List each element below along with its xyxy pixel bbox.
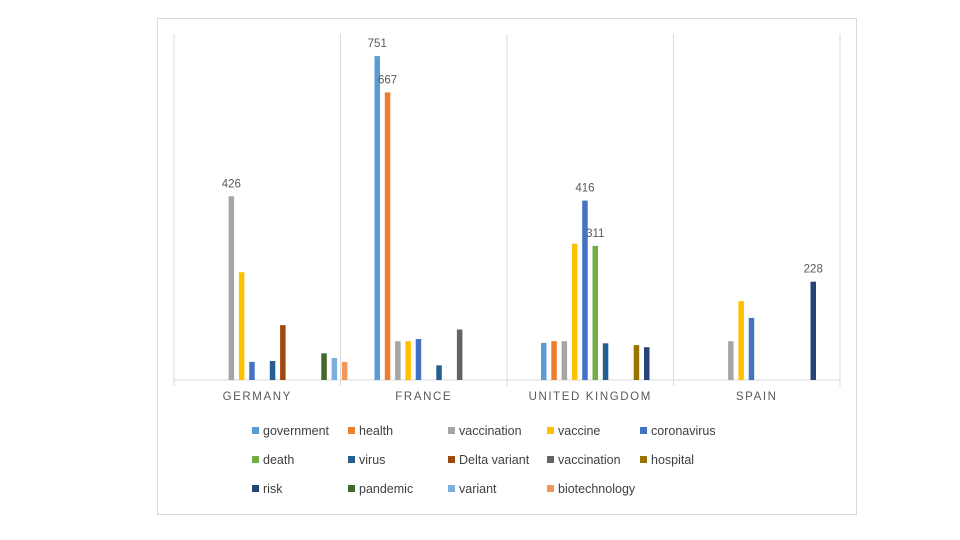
legend-item: vaccination [547,453,621,471]
legend-label: biotechnology [558,482,636,496]
bar-united-kingdom-virus [602,343,609,380]
legend-item: vaccination [448,424,522,442]
bar-united-kingdom-vaccination [561,341,568,380]
data-label: 416 [575,183,594,195]
bar-germany-delta-variant [280,325,286,380]
category-label: UNITED KINGDOM [529,391,652,403]
legend-item: risk [252,482,282,500]
bar-spain-vaccination [728,341,734,380]
legend-item: Delta variant [448,453,529,471]
legend-item: health [348,424,393,442]
bar-germany-virus [269,361,276,380]
legend-label: virus [359,453,386,467]
bar-germany-pandemic [321,353,327,380]
legend-label: government [263,424,330,438]
bar-france-vaccine [405,341,411,380]
category-label: FRANCE [395,391,452,403]
bar-france-coronavirus [415,339,422,380]
bar-germany-biotechnology [341,361,348,380]
data-label: 426 [222,178,241,190]
legend-label: vaccination [459,424,522,438]
bar-france-health [384,92,391,381]
legend-swatch [348,456,355,464]
bar-france-virus [436,365,442,380]
legend-label: vaccine [558,424,601,438]
bar-germany-variant [331,358,338,380]
legend-label: variant [459,482,497,496]
bar-united-kingdom-health [551,341,557,380]
bar-united-kingdom-government [541,342,547,380]
bar-france-vaccination [456,329,463,380]
bar-germany-vaccination [228,196,235,380]
legend-item: government [252,424,329,442]
legend-swatch [448,427,455,435]
bar-united-kingdom-coronavirus [582,200,588,380]
legend-label: health [359,424,394,438]
legend-item: hospital [640,453,694,471]
legend-label: pandemic [359,482,414,496]
legend-label: death [263,453,295,467]
legend-swatch [640,427,647,435]
legend-swatch [448,456,455,464]
legend-label: vaccination [558,453,621,467]
legend-swatch [252,427,259,435]
bar-spain-risk [810,281,816,380]
bar-spain-coronavirus [748,317,755,380]
legend-swatch [448,485,455,493]
data-label: 311 [586,228,604,240]
bar-germany-coronavirus [249,361,255,380]
legend-swatch [252,456,259,464]
legend-item: virus [348,453,385,471]
legend-swatch [547,427,554,435]
legend-item: vaccine [547,424,600,442]
bar-united-kingdom-risk [644,347,650,380]
category-label: GERMANY [223,391,292,403]
legend-swatch [640,456,647,464]
legend-item: coronavirus [640,424,716,442]
bar-united-kingdom-vaccine [571,243,578,380]
legend-label: coronavirus [651,424,716,438]
bar-france-government [374,56,380,380]
bar-france-vaccination [395,341,401,380]
data-label: 228 [804,264,823,276]
legend-swatch [252,485,259,493]
data-label: 751 [368,38,387,50]
bar-spain-vaccine [738,301,744,380]
bar-germany-vaccine [238,272,245,380]
legend-item: biotechnology [547,482,635,500]
legend-swatch [547,456,554,464]
category-label: SPAIN [736,391,778,403]
legend-item: death [252,453,294,471]
legend-label: Delta variant [459,453,530,467]
legend-label: risk [263,482,283,496]
legend-label: hospital [651,453,695,467]
legend-swatch [348,485,355,493]
bar-united-kingdom-death [592,245,598,380]
legend-swatch [547,485,554,493]
legend-item: pandemic [348,482,413,500]
bar-united-kingdom-hospital [633,345,640,380]
legend-swatch [348,427,355,435]
legend-item: variant [448,482,497,500]
data-label: 667 [378,74,397,86]
